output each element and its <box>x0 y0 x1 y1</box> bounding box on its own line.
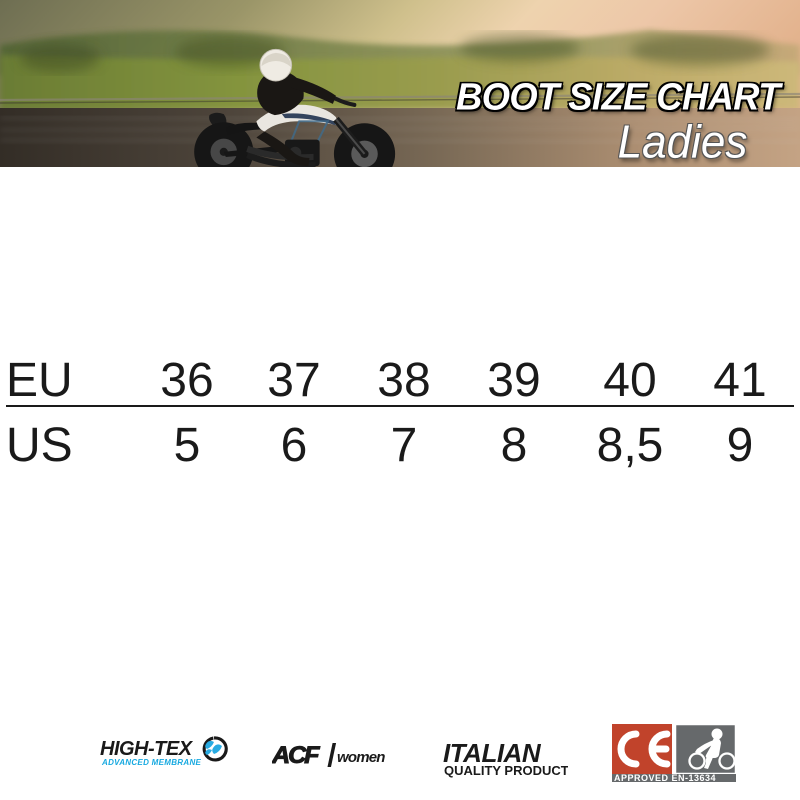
svg-text:women: women <box>337 749 385 766</box>
svg-text:HIGH-TEX: HIGH-TEX <box>100 738 194 760</box>
svg-text:ADVANCED MEMBRANE: ADVANCED MEMBRANE <box>101 758 202 767</box>
svg-text:ACF: ACF <box>272 743 321 769</box>
svg-text:APPROVED EN-13634: APPROVED EN-13634 <box>614 773 716 782</box>
svg-text:QUALITY PRODUCT: QUALITY PRODUCT <box>444 763 568 778</box>
